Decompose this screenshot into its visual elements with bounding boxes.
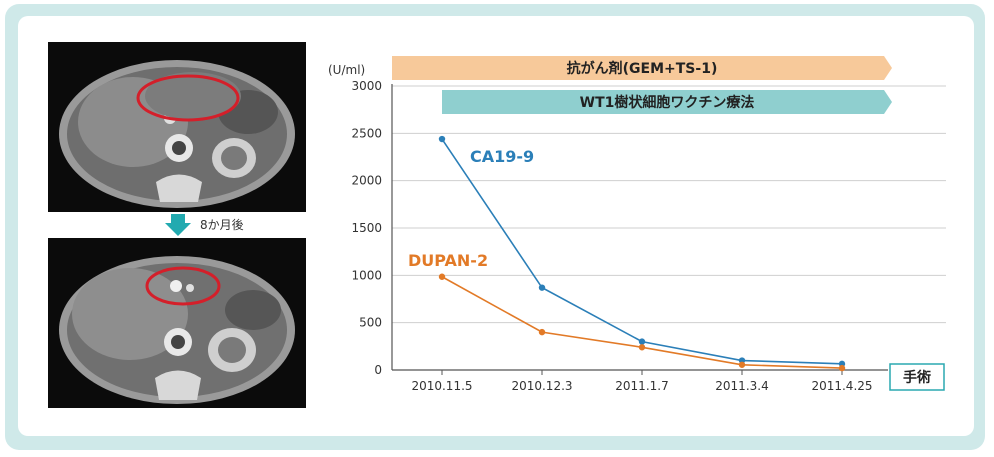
point-ca19-9-1 xyxy=(538,284,546,291)
legend-dupan2: DUPAN-2 xyxy=(408,251,488,270)
y-tick-label-1000: 1000 xyxy=(351,268,382,282)
ct-scan-after xyxy=(48,238,306,408)
point-ca19-9-0 xyxy=(438,135,446,143)
x-tick-label-0: 2010.11.5 xyxy=(411,379,472,393)
point-ca19-9-2 xyxy=(638,338,646,345)
x-tick-label-1: 2010.12.3 xyxy=(511,379,572,393)
legend-ca199: CA19-9 xyxy=(470,147,534,166)
x-tick-label-3: 2011.3.4 xyxy=(715,379,768,393)
y-tick-label-500: 500 xyxy=(359,316,382,330)
point-dupan-2-1 xyxy=(538,328,546,336)
interval-label: 8か月後 xyxy=(200,218,244,232)
chemo-therapy-band xyxy=(392,56,892,80)
vaccine-therapy-band xyxy=(442,90,892,114)
vaccine-therapy-label: WT1樹状細胞ワクチン療法 xyxy=(580,94,755,111)
y-tick-label-3000: 3000 xyxy=(351,79,382,93)
surgery-label: 手術 xyxy=(903,369,931,386)
y-tick-label-2500: 2500 xyxy=(351,126,382,140)
point-dupan-2-3 xyxy=(738,361,746,368)
point-dupan-2-2 xyxy=(638,344,646,351)
ct-scan-before-image xyxy=(48,42,306,212)
tumor-marker-chart: 抗がん剤(GEM+TS-1) WT1樹状細胞ワクチン療法 0 500 1000 1500… xyxy=(328,56,946,393)
y-tick-label-2000: 2000 xyxy=(351,174,382,188)
point-dupan-2-0 xyxy=(438,273,446,280)
point-dupan-2-4 xyxy=(838,364,846,372)
down-arrow-icon xyxy=(165,214,191,236)
chemo-therapy-label: 抗がん剤(GEM+TS-1) xyxy=(567,60,718,77)
y-tick-label-0: 0 xyxy=(374,363,382,377)
x-tick-label-4: 2011.4.25 xyxy=(811,379,872,393)
series-line-ca19-9 xyxy=(441,138,843,365)
ct-scan-before xyxy=(48,42,306,212)
x-tick-label-2: 2011.1.7 xyxy=(615,379,668,393)
y-axis-unit-label: (U/ml) xyxy=(328,63,365,77)
surgery-box xyxy=(889,363,945,391)
ct-scan-after-image xyxy=(48,238,306,408)
y-tick-label-1500: 1500 xyxy=(351,221,382,235)
